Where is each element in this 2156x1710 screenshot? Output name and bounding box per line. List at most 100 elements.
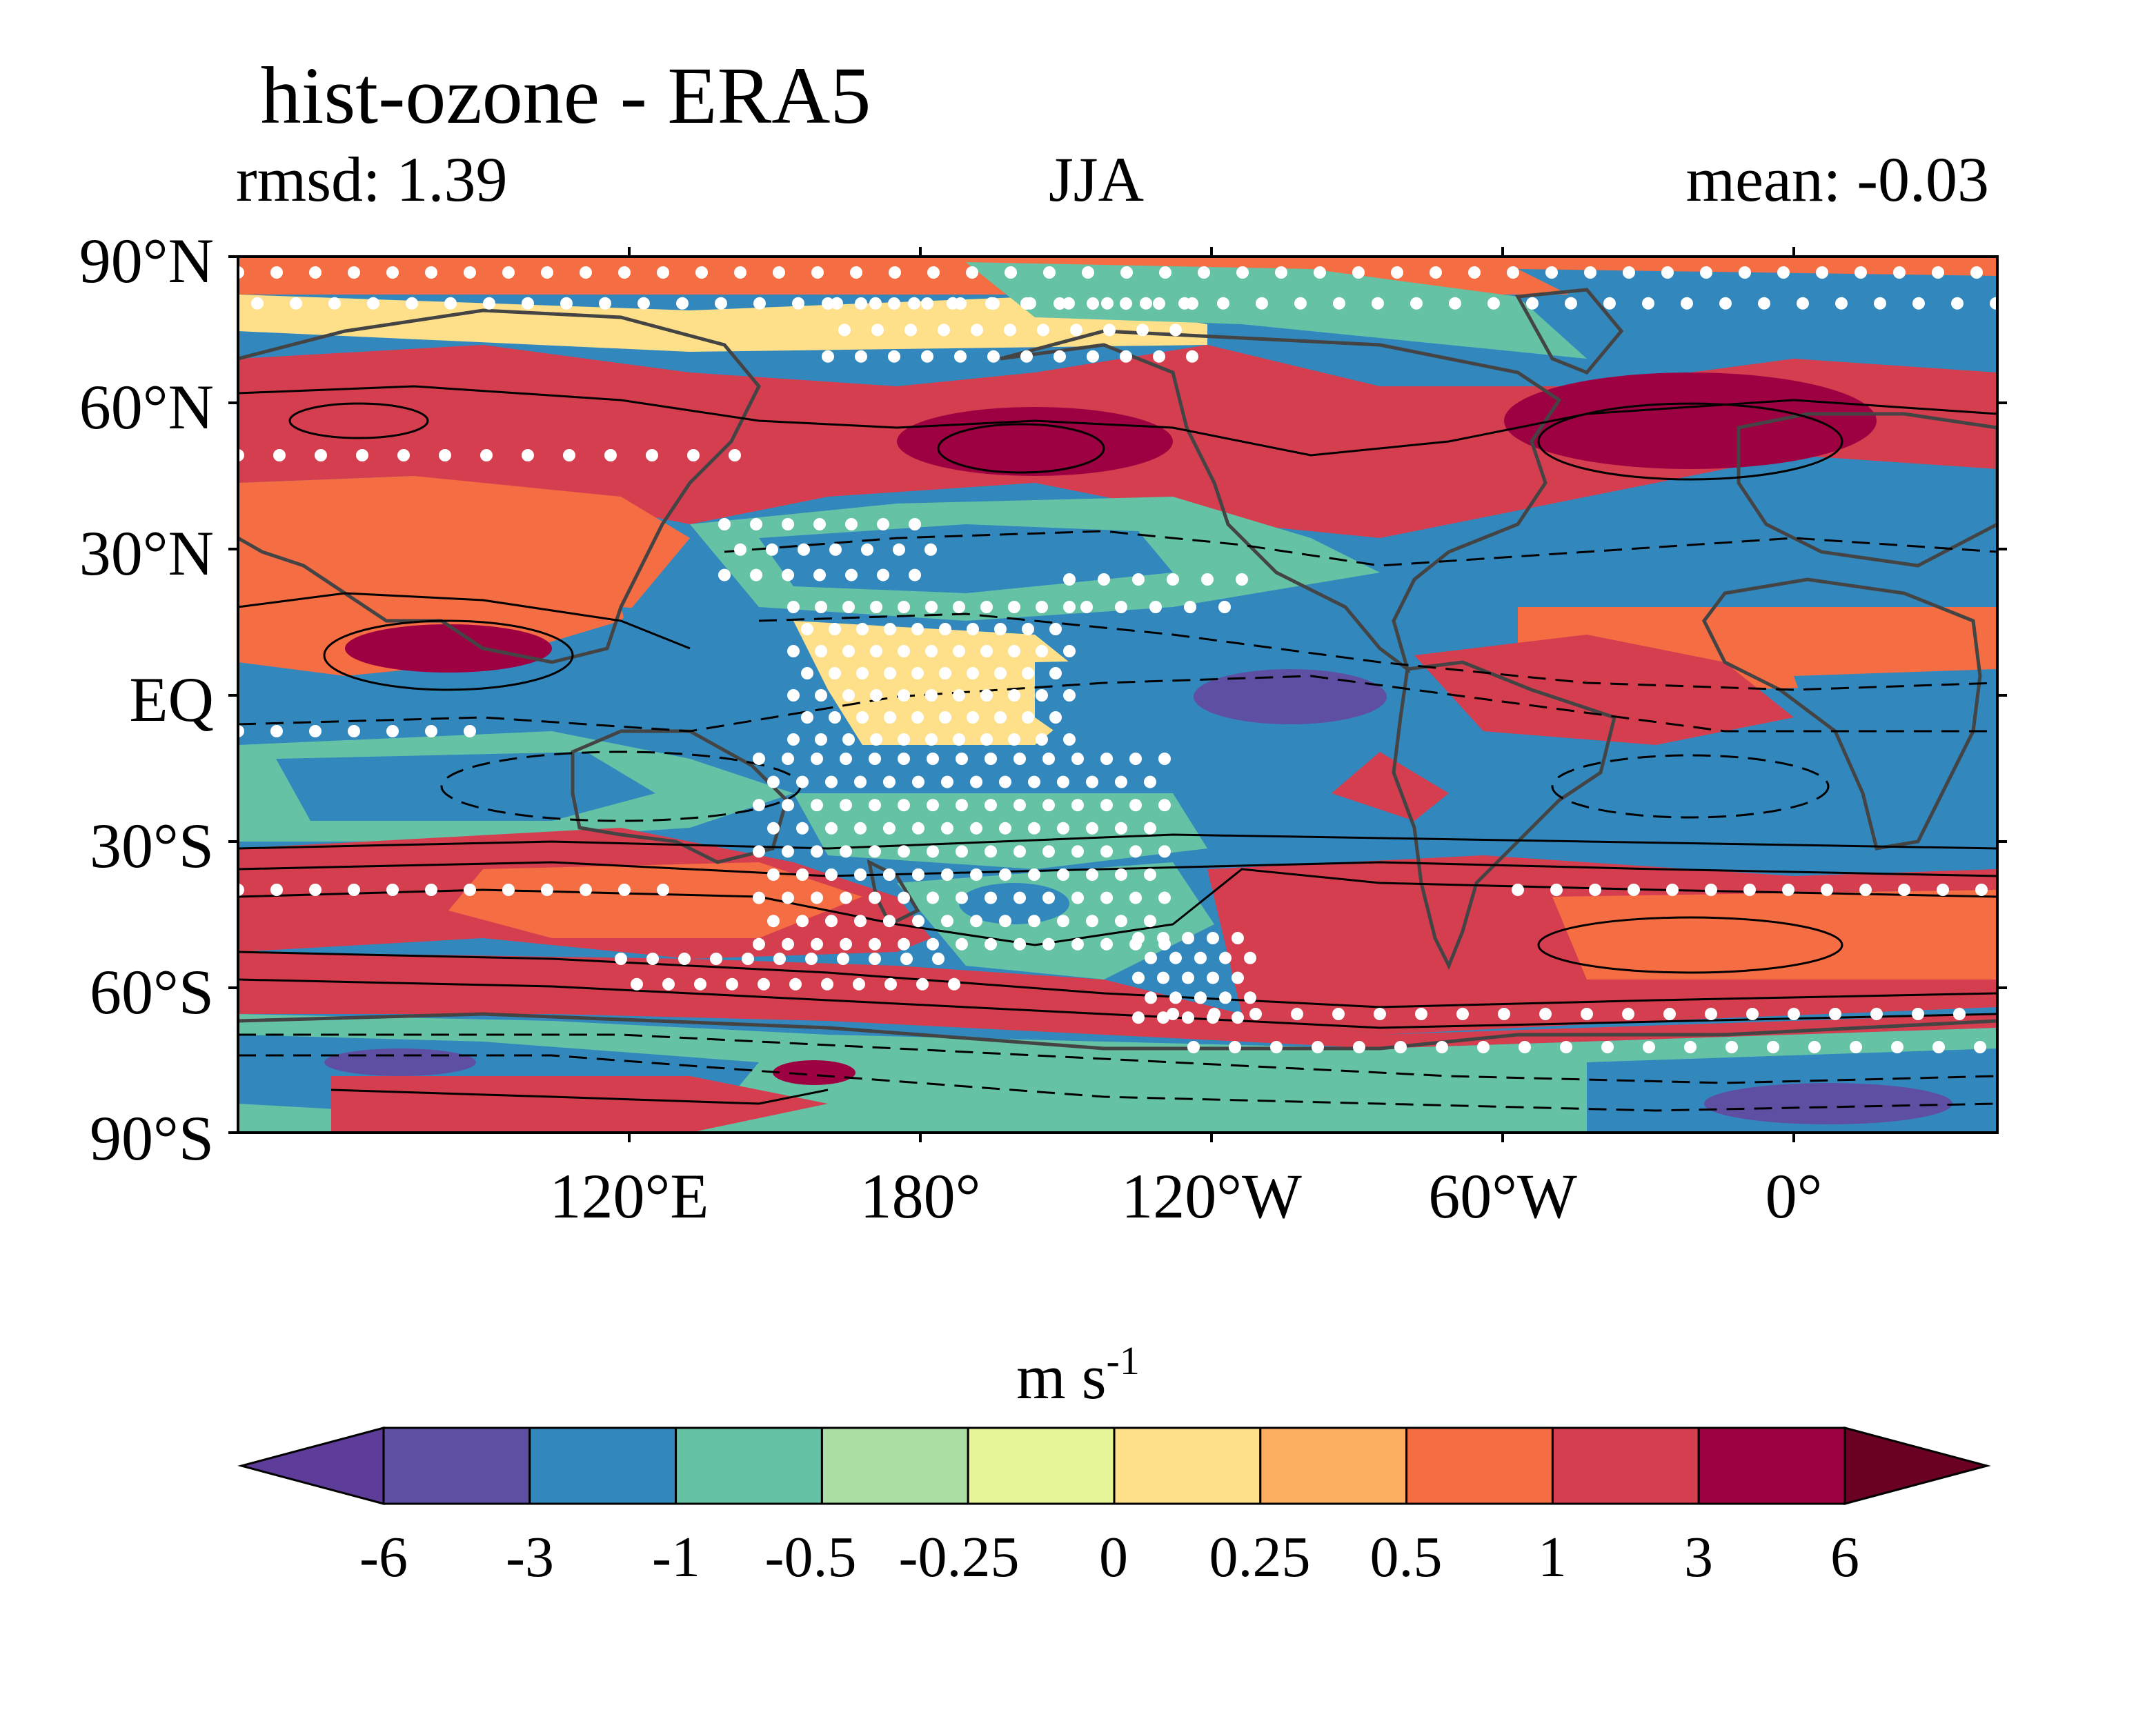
stipple-dot <box>1005 266 1017 279</box>
stipple-dot <box>939 667 951 679</box>
stipple-dot <box>869 845 881 858</box>
field-region <box>897 407 1173 476</box>
stipple-dot <box>1087 350 1099 363</box>
coastline-europe <box>1737 412 1997 568</box>
field-region <box>331 1076 828 1133</box>
stipple-dot <box>1391 266 1403 279</box>
stipple-dot <box>1028 822 1040 835</box>
stipple-dot <box>1100 845 1113 858</box>
lon-label-60w: 60°W <box>1428 1161 1577 1231</box>
stipple-dot <box>522 297 534 310</box>
stipple-dot <box>1157 932 1169 944</box>
stipple-dot <box>1036 689 1048 702</box>
stipple-dot <box>1144 868 1156 881</box>
stipple-dot <box>1291 1008 1303 1020</box>
stipple-dot <box>1132 971 1145 984</box>
stipple-dot <box>898 753 910 765</box>
stipple-dot <box>563 449 575 461</box>
colorbar <box>237 1426 1991 1505</box>
stipple-dot <box>1232 1011 1244 1024</box>
stipple-dot <box>1487 297 1500 310</box>
stipple-dot <box>1236 266 1249 279</box>
stipple-dot <box>1182 1011 1194 1024</box>
stipple-dot <box>811 891 823 904</box>
stipple-dot <box>796 775 809 788</box>
stipple-dot <box>782 568 794 581</box>
stipple-dot <box>925 601 938 613</box>
stipple-dot <box>801 667 813 679</box>
stipple-dot <box>386 725 399 737</box>
stipple-dot <box>1159 266 1171 279</box>
field-region <box>448 862 862 938</box>
field-region <box>966 262 1587 359</box>
stipple-dot <box>1519 1041 1531 1053</box>
stipple-dot <box>464 266 476 279</box>
stipple-dot <box>1158 753 1171 765</box>
lon-label-120w: 120°W <box>1121 1161 1302 1231</box>
stipple-dot <box>980 601 993 613</box>
stipple-dot <box>270 725 283 737</box>
stipple-dot <box>1042 937 1055 951</box>
stipple-dot <box>356 449 368 461</box>
stipple-dot <box>238 725 244 737</box>
stipple-dot <box>1169 324 1182 337</box>
stipple-dot <box>753 297 766 310</box>
stipple-dot <box>1539 1008 1552 1020</box>
stipple-dot <box>927 937 939 951</box>
stipple-dot <box>1036 601 1048 613</box>
stipple-dot <box>861 543 873 556</box>
lon-label-120e: 120°E <box>549 1161 709 1231</box>
stipple-dot <box>1115 868 1127 881</box>
stipple-dot <box>927 753 939 765</box>
lat-label-60s: 60°S <box>90 957 214 1027</box>
stipple-dot <box>1054 350 1066 363</box>
stipple-dot <box>1394 1041 1407 1053</box>
stipple-dot <box>1603 297 1616 310</box>
stipple-dot <box>999 775 1011 788</box>
stipple-dot <box>541 266 553 279</box>
stipple-dot <box>1115 601 1127 613</box>
stipple-dot <box>782 891 794 904</box>
stipple-dot <box>1115 775 1127 788</box>
stipple-dot <box>1207 971 1219 984</box>
stipple-dot <box>367 297 379 310</box>
stipple-dot <box>1623 266 1635 279</box>
stipple-dot <box>932 953 945 965</box>
stipple-dot <box>921 297 933 310</box>
stipple-dot <box>1013 937 1026 951</box>
stipple-dot <box>787 645 800 657</box>
coastline-australia <box>571 729 789 864</box>
stipple-dot <box>1353 1041 1365 1053</box>
stipple-dot <box>270 884 283 896</box>
stipple-dot <box>1087 297 1099 310</box>
stipple-dot <box>970 915 982 928</box>
stipple-dot <box>912 775 924 788</box>
stipple-dot <box>1855 266 1867 279</box>
stipple-dot <box>1436 1041 1448 1053</box>
stipple-dot <box>1352 266 1365 279</box>
stipple-dot <box>904 324 917 337</box>
stipple-dot <box>1526 297 1539 310</box>
difference-field <box>238 257 1997 1133</box>
stipple-dot <box>970 868 982 881</box>
stipple-dot <box>464 725 476 737</box>
stipple-dot <box>815 733 827 746</box>
stipple-dot <box>789 977 802 991</box>
field-region <box>238 295 1207 352</box>
season-label: JJA <box>1049 144 1145 215</box>
field-region <box>1552 890 1997 980</box>
stipple-dot <box>637 297 650 310</box>
stipple-dot <box>1049 667 1062 679</box>
stipple-dot <box>1042 753 1055 765</box>
stipple-dot <box>956 845 968 858</box>
stipple-dot <box>1120 350 1132 363</box>
stipple-dot <box>715 297 727 310</box>
stipple-dot <box>618 266 631 279</box>
colorbar-tick-label: -0.5 <box>764 1525 857 1589</box>
lat-label-eq: EQ <box>129 664 214 735</box>
stipple-dot <box>1132 573 1145 586</box>
stipple-dot <box>604 449 617 461</box>
stipple-dot <box>734 266 746 279</box>
stipple-dot <box>1236 573 1248 586</box>
